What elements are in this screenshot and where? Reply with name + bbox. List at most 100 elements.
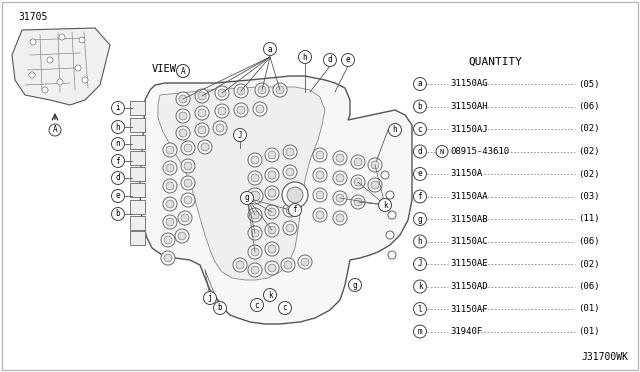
Circle shape: [268, 245, 276, 253]
FancyBboxPatch shape: [130, 151, 145, 165]
Circle shape: [161, 251, 175, 265]
Circle shape: [42, 87, 48, 93]
Circle shape: [351, 175, 365, 189]
Circle shape: [413, 190, 426, 203]
Circle shape: [273, 83, 287, 97]
Circle shape: [184, 196, 192, 204]
Circle shape: [413, 235, 426, 248]
Text: (01): (01): [578, 305, 600, 314]
Text: 31150AC: 31150AC: [450, 237, 488, 246]
Text: f: f: [418, 192, 422, 201]
FancyBboxPatch shape: [130, 216, 145, 230]
Circle shape: [283, 165, 297, 179]
Text: f: f: [292, 205, 298, 215]
Circle shape: [413, 257, 426, 270]
Text: 08915-43610: 08915-43610: [450, 147, 509, 156]
Circle shape: [234, 84, 248, 98]
FancyBboxPatch shape: [130, 183, 145, 197]
Circle shape: [59, 34, 65, 40]
Circle shape: [255, 83, 269, 97]
Circle shape: [282, 182, 308, 208]
Circle shape: [247, 188, 263, 204]
Circle shape: [413, 302, 426, 315]
FancyBboxPatch shape: [130, 135, 145, 149]
Circle shape: [57, 79, 63, 85]
Text: 31150AJ: 31150AJ: [450, 125, 488, 134]
Text: e: e: [418, 170, 422, 179]
Circle shape: [336, 154, 344, 162]
Circle shape: [301, 258, 309, 266]
Circle shape: [184, 179, 192, 187]
Text: 31940F: 31940F: [450, 327, 483, 336]
Circle shape: [378, 199, 392, 212]
Circle shape: [163, 215, 177, 229]
Text: (06): (06): [578, 102, 600, 111]
Circle shape: [181, 159, 195, 173]
Text: a: a: [268, 45, 272, 54]
Text: J31700WK: J31700WK: [581, 352, 628, 362]
Circle shape: [386, 191, 394, 199]
Circle shape: [354, 178, 362, 186]
Circle shape: [333, 191, 347, 205]
Text: QUANTITY: QUANTITY: [468, 57, 522, 67]
Circle shape: [213, 121, 227, 135]
Circle shape: [368, 178, 382, 192]
Circle shape: [298, 51, 312, 64]
Text: d: d: [328, 55, 332, 64]
Circle shape: [268, 264, 276, 272]
Circle shape: [351, 195, 365, 209]
Circle shape: [29, 72, 35, 78]
Circle shape: [287, 187, 303, 203]
Circle shape: [265, 148, 279, 162]
Circle shape: [264, 42, 276, 55]
Circle shape: [111, 102, 125, 115]
Circle shape: [248, 153, 262, 167]
Circle shape: [286, 206, 294, 214]
Circle shape: [413, 325, 426, 338]
Text: (01): (01): [578, 327, 600, 336]
Circle shape: [284, 261, 292, 269]
Text: (02): (02): [578, 170, 600, 179]
Circle shape: [248, 171, 262, 185]
Circle shape: [265, 261, 279, 275]
Circle shape: [111, 208, 125, 221]
Text: (02): (02): [578, 260, 600, 269]
Circle shape: [281, 258, 295, 272]
Circle shape: [179, 95, 187, 103]
Circle shape: [215, 104, 229, 118]
Circle shape: [278, 301, 291, 314]
Circle shape: [354, 158, 362, 166]
Circle shape: [163, 161, 177, 175]
Circle shape: [336, 174, 344, 182]
Circle shape: [251, 266, 259, 274]
Circle shape: [250, 298, 264, 311]
Circle shape: [413, 122, 426, 135]
Circle shape: [195, 89, 209, 103]
Circle shape: [164, 236, 172, 244]
Circle shape: [250, 191, 260, 201]
Circle shape: [333, 171, 347, 185]
Circle shape: [248, 263, 262, 277]
Circle shape: [336, 214, 344, 222]
Circle shape: [176, 92, 190, 106]
Text: (03): (03): [578, 192, 600, 201]
Circle shape: [248, 208, 262, 222]
Circle shape: [265, 205, 279, 219]
Text: g: g: [418, 215, 422, 224]
Text: 31705: 31705: [18, 12, 47, 22]
Polygon shape: [158, 87, 325, 280]
Text: 31150A: 31150A: [450, 170, 483, 179]
Circle shape: [236, 261, 244, 269]
Circle shape: [253, 102, 267, 116]
Circle shape: [323, 54, 337, 67]
Circle shape: [413, 280, 426, 293]
Text: d: d: [116, 173, 120, 183]
Circle shape: [215, 86, 229, 100]
Circle shape: [371, 181, 379, 189]
Text: (06): (06): [578, 282, 600, 291]
Circle shape: [351, 155, 365, 169]
Text: N: N: [440, 148, 444, 154]
Circle shape: [336, 194, 344, 202]
Text: g: g: [353, 280, 357, 289]
Circle shape: [218, 89, 226, 97]
